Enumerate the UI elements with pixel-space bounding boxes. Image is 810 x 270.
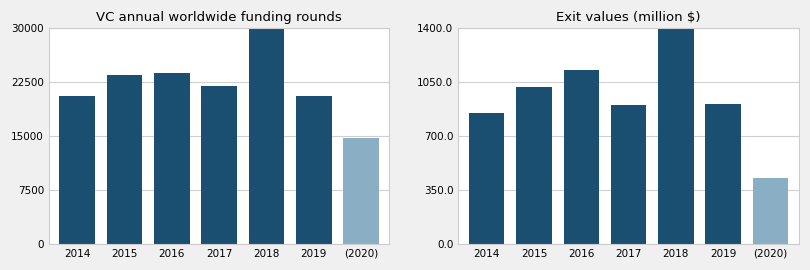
Bar	[752, 178, 788, 244]
Bar	[706, 104, 741, 244]
Bar	[611, 105, 646, 244]
Bar	[107, 75, 143, 244]
Title: Exit values (million $): Exit values (million $)	[556, 11, 701, 24]
Bar	[564, 70, 599, 244]
Title: VC annual worldwide funding rounds: VC annual worldwide funding rounds	[96, 11, 342, 24]
Bar	[296, 96, 331, 244]
Bar	[249, 29, 284, 244]
Bar	[343, 138, 379, 244]
Bar	[202, 86, 237, 244]
Bar	[516, 87, 552, 244]
Bar	[154, 73, 190, 244]
Bar	[59, 96, 95, 244]
Bar	[469, 113, 505, 244]
Bar	[659, 28, 693, 244]
